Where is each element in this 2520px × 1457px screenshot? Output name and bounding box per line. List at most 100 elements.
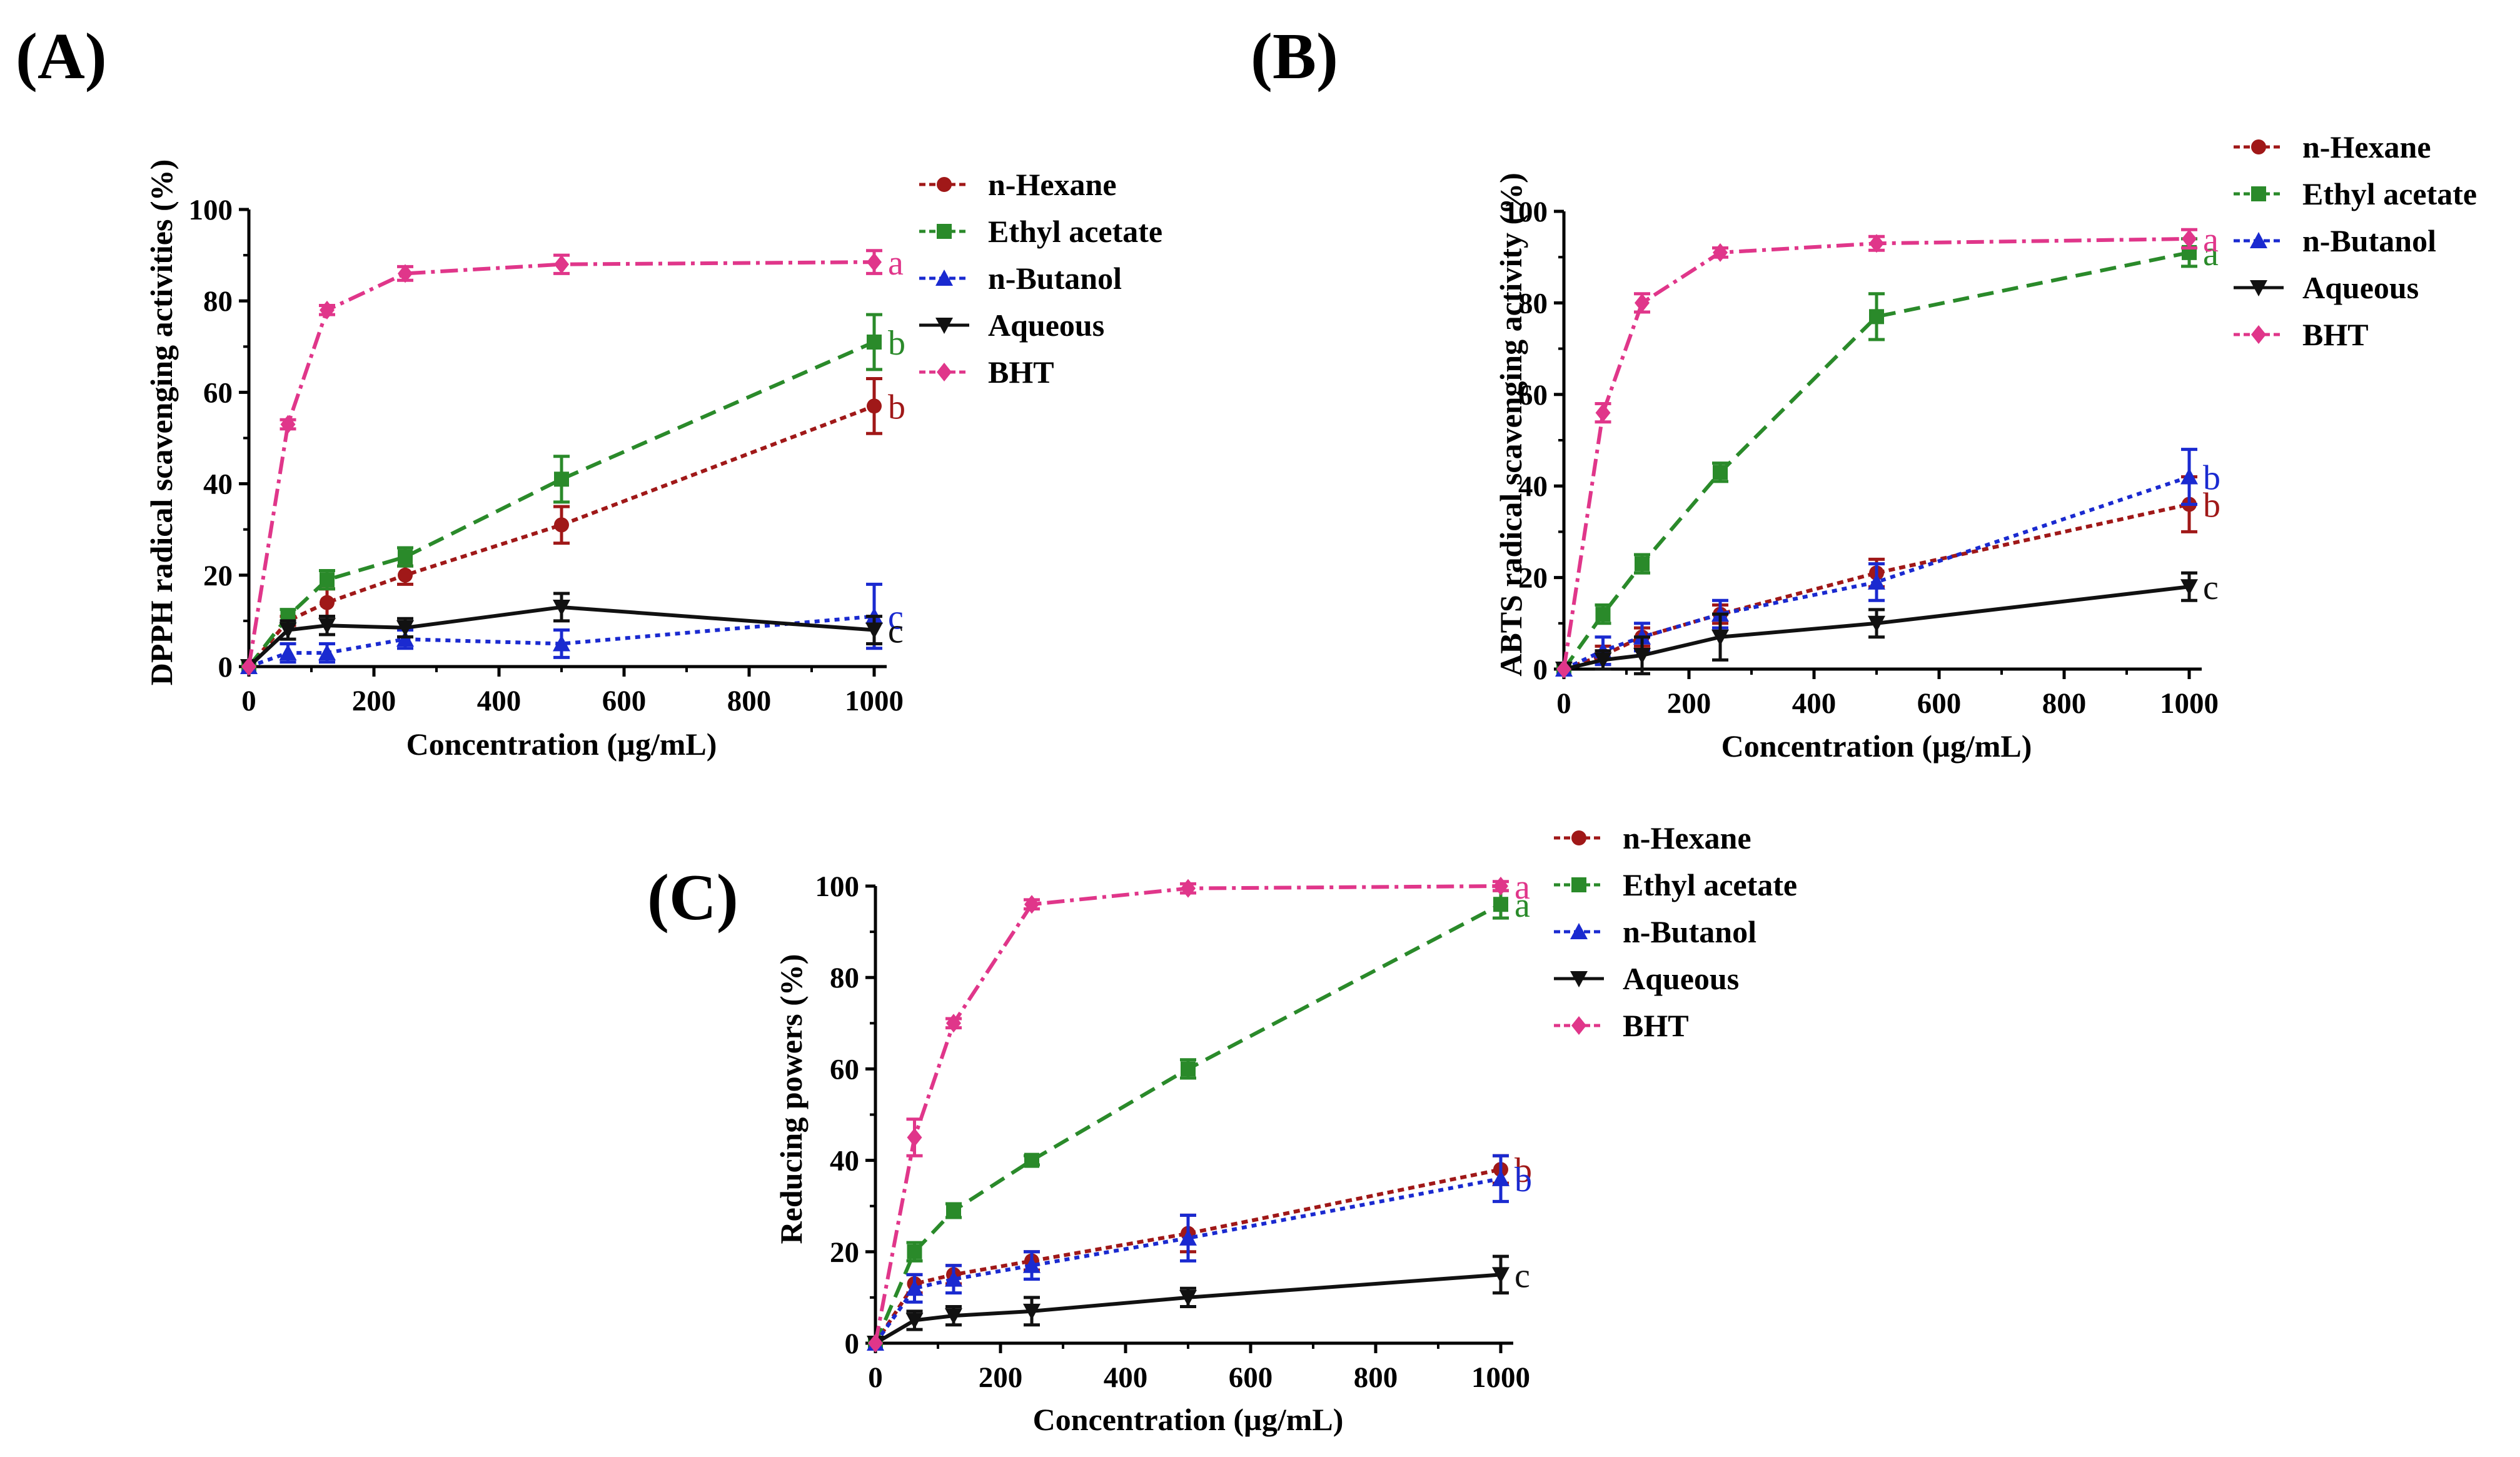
data-point [1868, 573, 1885, 590]
series-line [1563, 585, 2190, 671]
legend-label: n-Butanol [2302, 223, 2436, 258]
legend-entry-butanol: n-Butanol [919, 261, 1122, 296]
data-point [1869, 309, 1884, 325]
significance-letter: b [1515, 1161, 1532, 1199]
significance-letter: a [2203, 234, 2219, 273]
series-line [874, 902, 1502, 1344]
y-tick-label: 60 [203, 376, 233, 409]
y-axis-title: Reducing powers (%) [774, 954, 809, 1244]
legend-label: Ethyl acetate [988, 214, 1162, 249]
data-point [1179, 1289, 1197, 1306]
data-point [1179, 1229, 1197, 1246]
legend: n-Hexane Ethyl acetate n-Butanol Aqueous BHT [2234, 129, 2477, 352]
x-tick-label: 1000 [845, 685, 904, 717]
legend-marker [1570, 971, 1588, 987]
significance-letter: c [888, 598, 904, 637]
legend-label: Ethyl acetate [2302, 176, 2477, 211]
series-aqueous: c [867, 1254, 1530, 1352]
legend: n-Hexane Ethyl acetate n-Butanol Aqueous BHT [919, 167, 1162, 390]
significance-letter: a [888, 244, 904, 283]
legend: n-Hexane Ethyl acetate n-Butanol Aqueous BHT [1554, 820, 1797, 1043]
data-point [398, 567, 413, 583]
y-axis-title: DPPH radical scavenging activities (%) [144, 159, 179, 686]
y-tick-label: 80 [830, 962, 859, 994]
series-bht: a [1556, 221, 2219, 678]
y-tick-label: 20 [203, 560, 233, 592]
x-tick-label: 0 [241, 685, 256, 717]
y-tick-label: 100 [1504, 196, 1548, 228]
x-tick-label: 600 [1917, 687, 1962, 720]
x-tick-label: 600 [1229, 1361, 1273, 1394]
data-point [1181, 879, 1196, 898]
data-point [865, 622, 883, 639]
x-tick-label: 0 [868, 1361, 883, 1394]
data-point [1493, 897, 1508, 912]
legend-label: n-Hexane [1623, 820, 1751, 855]
legend-marker [2250, 232, 2267, 248]
data-point [554, 517, 569, 533]
y-tick-label: 40 [203, 468, 233, 501]
x-tick-label: 400 [1792, 687, 1837, 720]
series-hexane: b [1556, 475, 2220, 677]
legend-entry-ethyl: Ethyl acetate [1554, 867, 1797, 902]
panel-label: (A) [16, 19, 107, 93]
y-tick-label: 100 [189, 194, 233, 226]
legend-label: BHT [988, 355, 1054, 390]
y-tick-label: 0 [218, 651, 233, 683]
data-point [1633, 648, 1651, 665]
series-line [248, 614, 875, 668]
series-line [1563, 475, 2190, 671]
series-group: b a b c a [867, 868, 1532, 1353]
data-point [398, 549, 413, 565]
data-point [396, 620, 414, 637]
y-tick-label: 60 [1518, 379, 1548, 411]
legend-entry-bht: BHT [919, 355, 1054, 390]
legend-label: BHT [2302, 317, 2369, 352]
x-tick-label: 200 [979, 1361, 1023, 1394]
legend-label: n-Butanol [988, 261, 1122, 296]
legend-entry-butanol: n-Butanol [2234, 223, 2436, 258]
data-point [1023, 1303, 1041, 1320]
legend-entry-bht: BHT [1554, 1008, 1689, 1043]
x-tick-label: 200 [352, 685, 396, 717]
x-tick-label: 0 [1556, 687, 1571, 720]
legend-marker [2251, 186, 2266, 201]
data-point [320, 572, 335, 588]
legend-entry-ethyl: Ethyl acetate [919, 214, 1162, 249]
series-ethyl: b [241, 313, 905, 674]
x-axis-title: Concentration (µg/mL) [406, 727, 717, 762]
data-point [2180, 579, 2198, 596]
legend-marker [2250, 280, 2267, 296]
data-point [867, 253, 882, 272]
y-tick-label: 20 [830, 1236, 859, 1269]
series-line [247, 260, 875, 667]
legend-entry-aqueous: Aqueous [919, 308, 1104, 343]
legend-marker [2251, 139, 2266, 154]
data-point [1493, 877, 1508, 895]
data-point [396, 630, 414, 647]
data-point [1635, 556, 1650, 572]
series-line [874, 884, 1501, 1344]
significance-letter: b [2203, 459, 2220, 498]
y-tick-label: 80 [1518, 287, 1548, 320]
data-point [1024, 1152, 1039, 1168]
data-point [1023, 1256, 1041, 1273]
legend-entry-hexane: n-Hexane [919, 167, 1117, 202]
data-point [1868, 615, 1885, 632]
legend-marker [935, 318, 953, 334]
series-hexane: b [868, 1151, 1532, 1351]
series-line [247, 605, 875, 668]
legend-entry-ethyl: Ethyl acetate [2234, 176, 2477, 211]
data-point [553, 635, 570, 652]
data-point [279, 644, 297, 661]
panel-label: (C) [647, 860, 738, 934]
y-tick-label: 0 [845, 1328, 860, 1360]
series-group: bb cc a [240, 244, 905, 676]
significance-letter: a [2203, 221, 2219, 260]
legend-label: Aqueous [2302, 270, 2419, 305]
